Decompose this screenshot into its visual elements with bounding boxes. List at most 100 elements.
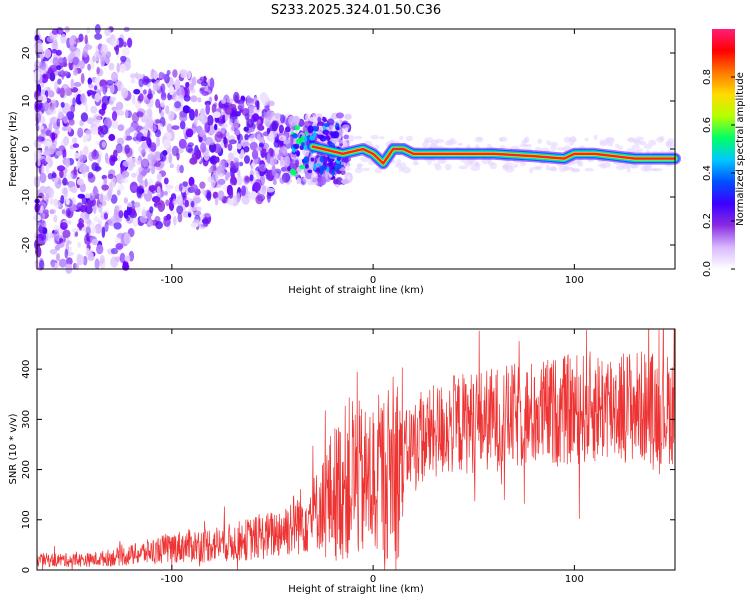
spectrogram-blob [130, 162, 136, 168]
spectrogram-ytick-label: -20 [21, 237, 32, 253]
spectrogram-blob [116, 62, 121, 73]
spectrogram-blob [548, 141, 559, 147]
snr-frame [36, 328, 676, 571]
spectrogram-blob [73, 68, 78, 76]
spectrogram-blob [65, 257, 73, 266]
spectrogram-blob [190, 222, 199, 228]
snr-panel: -100 0 100 0 100 200 300 400 Height of straight… [8, 328, 676, 595]
spectrogram-blob [118, 183, 125, 192]
spectrogram-blob [165, 105, 170, 115]
spectrogram-blob [51, 99, 57, 111]
spectrogram-blob [79, 163, 88, 174]
spectrogram-blob [251, 149, 259, 160]
spectrogram-blob [132, 95, 136, 105]
spectrogram-blob [310, 173, 319, 180]
spectrogram-blob [304, 164, 309, 169]
spectrogram-blob [60, 195, 65, 205]
spectrogram-blob [199, 181, 206, 189]
spectrogram-blob [280, 114, 286, 124]
spectrogram-blob [142, 169, 148, 176]
spectrogram-blob [224, 114, 228, 122]
spectrogram-blob [57, 69, 64, 75]
spectrogram-blob [201, 188, 205, 194]
spectrogram-blob [159, 151, 167, 162]
spectrogram-blob [123, 209, 129, 219]
spectrogram-blob [80, 93, 86, 103]
spectrogram-blob [50, 259, 56, 268]
spectrogram-blob [444, 163, 452, 171]
spectrogram-blob [124, 129, 131, 137]
spectrogram-blob [292, 115, 300, 124]
spectrogram-blob [263, 111, 268, 119]
spectrogram-blob [65, 198, 70, 205]
spectrogram-blob [39, 49, 44, 59]
spectrogram-blob [80, 73, 85, 84]
spectrogram-blob [38, 192, 45, 199]
spectrogram-blob [72, 63, 79, 70]
spectrogram-blob [558, 165, 568, 173]
spectrogram-blob [87, 63, 91, 71]
spectrogram-blob [296, 177, 302, 185]
spectrogram-blob [82, 145, 89, 156]
spectrogram-blob [133, 201, 141, 208]
spectrogram-blob [110, 216, 117, 223]
spectrogram-blob [512, 163, 519, 168]
spectrogram-blob [308, 125, 312, 134]
spectrogram-blob [37, 237, 42, 244]
spectrogram-blob [115, 243, 124, 250]
spectrogram-blob [521, 139, 527, 147]
spectrogram-blob [51, 28, 59, 35]
spectrogram-blob [184, 199, 189, 208]
spectrogram-blob [234, 129, 241, 136]
spectrogram-blob [63, 115, 68, 124]
spectrogram-blob [226, 185, 232, 191]
spectrogram-blob [76, 202, 84, 211]
spectrogram-blob [58, 57, 65, 67]
spectrogram-blob [77, 255, 85, 266]
spectrogram-blob [326, 118, 335, 126]
spectrogram-blob [94, 92, 101, 103]
spectrogram-blob [402, 166, 411, 174]
spectrogram-blob [136, 186, 143, 199]
spectrogram-blob [550, 145, 557, 152]
spectrogram-blob [119, 63, 126, 73]
spectrogram-blob [209, 140, 215, 146]
spectrogram-blob [302, 125, 310, 134]
spectrogram-blob [111, 111, 118, 121]
spectrogram-blob [252, 181, 261, 192]
spectrogram-blob [285, 126, 291, 133]
spectrogram-blob [94, 162, 100, 173]
spectrogram-blob [221, 98, 227, 104]
spectrogram-blob [45, 163, 50, 174]
spectrogram-blob [82, 46, 89, 58]
spectrogram-blob [256, 133, 261, 141]
spectrogram-blob [47, 90, 55, 98]
spectrogram-blob [69, 36, 74, 46]
spectrogram-blob [191, 76, 197, 86]
spectrogram-blob [84, 34, 88, 45]
spectrogram-blob [305, 113, 311, 122]
spectrogram-blob [255, 195, 264, 205]
spectrogram-blob [326, 166, 330, 173]
spectrogram-blob [46, 36, 54, 43]
spectrogram-blob [573, 168, 581, 172]
spectrogram-blob [47, 230, 52, 242]
spectrogram-blob [175, 89, 182, 96]
spectrogram-blob [131, 185, 139, 191]
spectrogram-blob [163, 191, 168, 196]
spectrogram-blob [49, 72, 56, 82]
spectrogram-blob [163, 217, 171, 227]
spectrogram-blob [123, 41, 127, 48]
spectrogram-blob [160, 110, 165, 118]
spectrogram-blob [155, 98, 161, 109]
spectrogram-blob [176, 163, 181, 174]
spectrogram-blob [209, 77, 215, 90]
snr-ytick-label: 0 [21, 567, 32, 573]
spectrogram-blob [144, 178, 148, 188]
spectrogram-blob [208, 156, 217, 164]
spectrogram-blob [108, 181, 117, 188]
spectrogram-blob [271, 121, 278, 132]
spectrogram-blob [218, 172, 224, 178]
spectrogram-blob [66, 220, 72, 225]
spectrogram-blob [214, 123, 218, 131]
